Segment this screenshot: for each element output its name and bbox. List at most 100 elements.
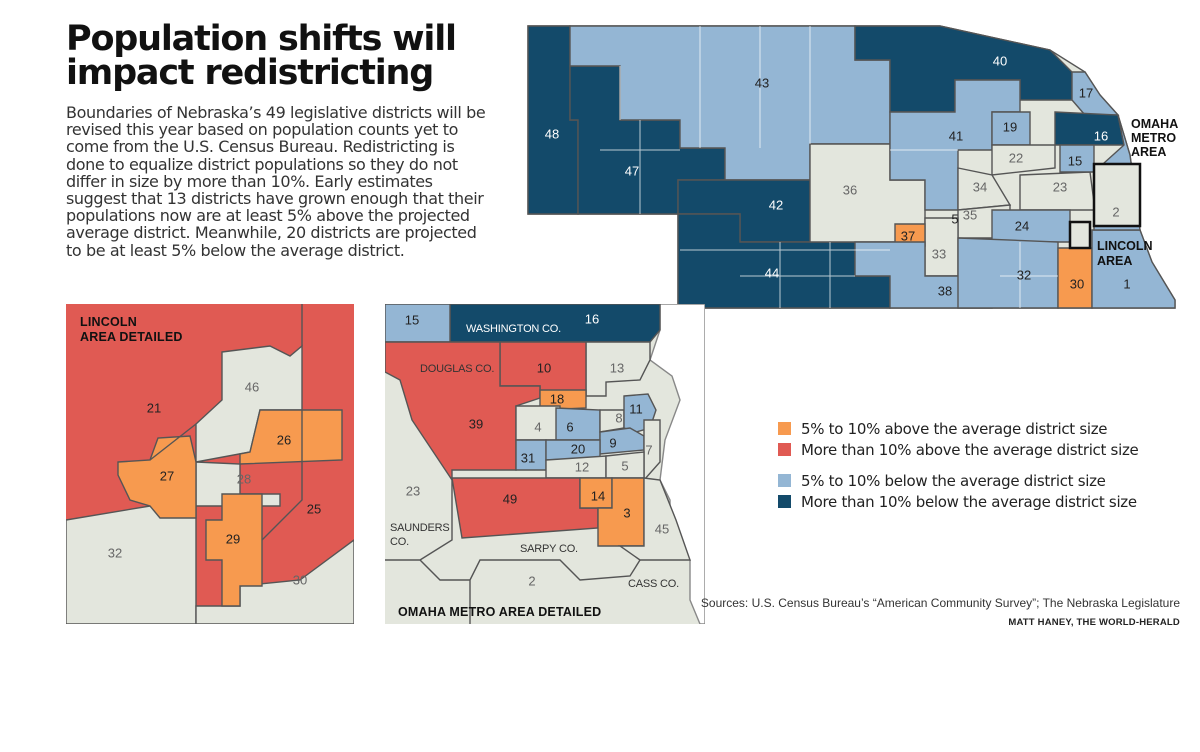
lincoln-label: 28 bbox=[237, 471, 251, 486]
omaha-label: 49 bbox=[503, 491, 517, 506]
state-label: 1 bbox=[1123, 276, 1130, 291]
district-24 bbox=[991, 209, 1071, 243]
lincoln-label: 26 bbox=[277, 432, 291, 447]
lincoln-district-29 bbox=[205, 493, 263, 607]
credit-line: MATT HANEY, THE WORLD-HERALD bbox=[1008, 617, 1180, 628]
omaha-inset-title: OMAHA METRO AREA DETAILED bbox=[398, 605, 601, 619]
headline: Population shifts will impact redistrict… bbox=[66, 19, 457, 93]
legend-label: 5% to 10% below the average district siz… bbox=[801, 471, 1106, 490]
district-16 bbox=[1054, 111, 1125, 146]
omaha-district-7 bbox=[643, 419, 661, 482]
state-label: 30 bbox=[1070, 276, 1084, 291]
omaha-label: 31 bbox=[521, 450, 535, 465]
omaha-metro-label-line: AREA bbox=[1131, 145, 1166, 159]
state-label: 33 bbox=[932, 246, 946, 261]
legend-group-below: 5% to 10% below the average district siz… bbox=[778, 470, 1178, 512]
lincoln-district-32 bbox=[66, 505, 197, 624]
state-label: 32 bbox=[1017, 267, 1031, 282]
state-label: 48 bbox=[545, 126, 559, 141]
lincoln-area-box bbox=[1068, 220, 1092, 250]
omaha-label: 23 bbox=[406, 483, 420, 498]
legend-label: More than 10% below the average district… bbox=[801, 492, 1137, 511]
state-label: 35 bbox=[963, 207, 977, 222]
lincoln-inset-title-line: LINCOLN bbox=[80, 315, 137, 329]
omaha-metro-label: OMAHA METRO AREA bbox=[1131, 117, 1181, 159]
missouri-river bbox=[649, 304, 705, 624]
omaha-district-18 bbox=[539, 389, 587, 411]
legend-item: 5% to 10% below the average district siz… bbox=[778, 470, 1178, 491]
county-label-line: CO. bbox=[390, 536, 409, 548]
omaha-metro-label-line: METRO bbox=[1131, 131, 1176, 145]
omaha-label: 6 bbox=[566, 419, 573, 434]
county-label-line: SAUNDERS bbox=[390, 522, 450, 534]
county-label: CASS CO. bbox=[628, 578, 679, 590]
omaha-label: 7 bbox=[645, 442, 652, 457]
legend-swatch-light-blue bbox=[778, 474, 791, 487]
lincoln-district-27 bbox=[117, 435, 197, 519]
omaha-label: 18 bbox=[550, 391, 564, 406]
legend-swatch-orange bbox=[778, 422, 791, 435]
omaha-label: 45 bbox=[655, 521, 669, 536]
legend-label: 5% to 10% above the average district siz… bbox=[801, 419, 1108, 438]
omaha-label: 3 bbox=[623, 505, 630, 520]
omaha-label: 16 bbox=[585, 311, 599, 326]
legend-item: More than 10% below the average district… bbox=[778, 491, 1178, 512]
omaha-label: 14 bbox=[591, 488, 605, 503]
county-label: WASHINGTON CO. bbox=[466, 323, 561, 335]
omaha-label: 8 bbox=[615, 410, 622, 425]
state-label: 44 bbox=[765, 265, 779, 280]
lincoln-label: 25 bbox=[307, 501, 321, 516]
state-label: 47 bbox=[625, 163, 639, 178]
omaha-district-9 bbox=[599, 427, 645, 455]
legend-group-above: 5% to 10% above the average district siz… bbox=[778, 418, 1178, 460]
state-label: 5 bbox=[951, 211, 958, 226]
legend-item: More than 10% above the average district… bbox=[778, 439, 1178, 460]
legend-item: 5% to 10% above the average district siz… bbox=[778, 418, 1178, 439]
legend-label: More than 10% above the average district… bbox=[801, 440, 1139, 459]
omaha-label: 39 bbox=[469, 416, 483, 431]
lincoln-label: 21 bbox=[147, 400, 161, 415]
omaha-label: 13 bbox=[610, 360, 624, 375]
state-map bbox=[527, 25, 1176, 309]
state-label: 24 bbox=[1015, 218, 1029, 233]
state-district-labels: 48 47 43 42 44 36 37 38 33 5 35 34 22 41… bbox=[545, 53, 1131, 298]
state-label: 42 bbox=[769, 197, 783, 212]
lincoln-label: 46 bbox=[245, 379, 259, 394]
lincoln-label: 27 bbox=[160, 468, 174, 483]
state-label: 43 bbox=[755, 75, 769, 90]
omaha-district-13 bbox=[585, 341, 651, 397]
state-label: 38 bbox=[938, 283, 952, 298]
omaha-label: 12 bbox=[575, 459, 589, 474]
omaha-label: 2 bbox=[528, 573, 535, 588]
lincoln-inset-title: LINCOLN AREA DETAILED bbox=[80, 315, 183, 344]
omaha-metro-box bbox=[1092, 162, 1142, 228]
lincoln-area-label: LINCOLN AREA bbox=[1097, 239, 1156, 268]
lincoln-label: 32 bbox=[108, 545, 122, 560]
omaha-label: 11 bbox=[629, 401, 643, 416]
state-label: 41 bbox=[949, 128, 963, 143]
state-label: 37 bbox=[901, 228, 915, 243]
state-label: 16 bbox=[1094, 128, 1108, 143]
intro-text: Boundaries of Nebraska’s 49 legislative … bbox=[66, 103, 486, 260]
state-label: 40 bbox=[993, 53, 1007, 68]
lincoln-inset: LINCOLN AREA DETAILED 21 46 26 27 28 29 … bbox=[66, 304, 354, 624]
legend-swatch-dark-blue bbox=[778, 495, 791, 508]
district-32 bbox=[957, 237, 1059, 309]
county-label: SAUNDERS CO. bbox=[390, 522, 452, 548]
lincoln-label: 30 bbox=[293, 572, 307, 587]
lincoln-label: 29 bbox=[226, 531, 240, 546]
state-label: 23 bbox=[1053, 179, 1067, 194]
omaha-district-6 bbox=[555, 407, 601, 441]
state-label: 22 bbox=[1009, 150, 1023, 165]
state-label: 19 bbox=[1003, 119, 1017, 134]
county-label: DOUGLAS CO. bbox=[420, 363, 494, 375]
state-label: 15 bbox=[1068, 153, 1082, 168]
district-22 bbox=[991, 144, 1056, 176]
state-label: 17 bbox=[1079, 85, 1093, 100]
state-label: 34 bbox=[973, 179, 987, 194]
omaha-label: 15 bbox=[405, 312, 419, 327]
omaha-label: 5 bbox=[621, 458, 628, 473]
omaha-label: 10 bbox=[537, 360, 551, 375]
legend: 5% to 10% above the average district siz… bbox=[778, 418, 1178, 522]
